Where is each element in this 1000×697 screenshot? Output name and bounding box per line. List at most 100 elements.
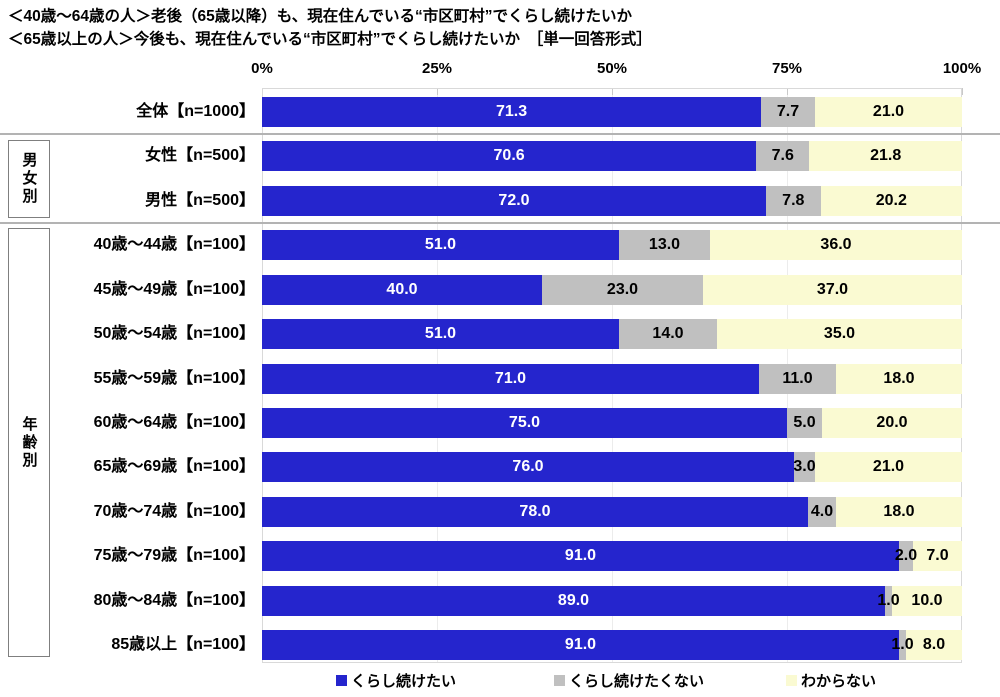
value-label: 70.6 xyxy=(493,147,525,164)
stacked-bar: 70.6 7.6 21.8 xyxy=(262,141,962,171)
table-row: 65歳～69歳【n=100】 76.0 3.0 21.0 xyxy=(0,452,1000,482)
row-label: 80歳～84歳【n=100】 xyxy=(93,592,255,609)
bar-segment-unknown: 10.0 xyxy=(892,586,962,616)
group-divider-bottom xyxy=(0,222,1000,224)
bar-segment-not-stay: 13.0 xyxy=(619,230,710,260)
value-label: 7.8 xyxy=(782,192,805,209)
table-row: 女性【n=500】 70.6 7.6 21.8 xyxy=(0,141,1000,171)
value-label: 37.0 xyxy=(816,281,849,298)
bar-segment-unknown: 21.8 xyxy=(809,141,962,171)
value-label: 8.0 xyxy=(922,636,946,653)
value-label: 76.0 xyxy=(512,458,544,475)
row-label: 65歳～69歳【n=100】 xyxy=(93,458,255,475)
bar-segment-unknown: 20.2 xyxy=(820,186,962,216)
table-row: 70歳～74歳【n=100】 78.0 4.0 18.0 xyxy=(0,497,1000,527)
legend-label: くらし続けたくない xyxy=(569,672,705,690)
table-row: 75歳～79歳【n=100】 91.0 2.0 7.0 xyxy=(0,541,1000,571)
bar-segment-stay: 51.0 xyxy=(262,230,619,260)
bar-segment-not-stay: 4.0 xyxy=(808,497,836,527)
axis-tick xyxy=(787,88,788,95)
value-label: 71.3 xyxy=(495,103,528,120)
stacked-bar: 40.0 23.0 37.0 xyxy=(262,275,962,305)
group-label-gender: 男女別 xyxy=(20,152,38,206)
row-label: 45歳～49歳【n=100】 xyxy=(93,281,255,298)
value-label: 7.7 xyxy=(776,103,800,120)
value-label: 51.0 xyxy=(424,325,457,342)
axis-tick xyxy=(612,88,613,95)
value-label: 91.0 xyxy=(564,636,597,653)
row-label: 75歳～79歳【n=100】 xyxy=(93,547,255,564)
value-label: 20.2 xyxy=(875,192,907,209)
stacked-bar: 72.0 7.8 20.2 xyxy=(262,186,962,216)
value-label: 2.0 xyxy=(894,547,918,564)
value-label: 91.0 xyxy=(564,547,597,564)
group-box-age: 年齢別 xyxy=(8,228,50,657)
value-label: 35.0 xyxy=(823,325,856,342)
x-axis-tick-label: 100% xyxy=(942,60,982,77)
stacked-bar: 51.0 14.0 35.0 xyxy=(262,319,962,349)
value-label: 3.0 xyxy=(793,458,816,475)
axis-tick xyxy=(962,88,963,95)
stacked-bar: 75.0 5.0 20.0 xyxy=(262,408,962,438)
value-label: 5.0 xyxy=(793,414,816,431)
bar-segment-stay: 78.0 xyxy=(262,497,808,527)
bar-segment-stay: 51.0 xyxy=(262,319,619,349)
legend-item: わからない xyxy=(786,669,876,691)
bar-segment-stay: 40.0 xyxy=(262,275,542,305)
bar-segment-unknown: 18.0 xyxy=(836,364,962,394)
value-label: 1.0 xyxy=(891,636,914,653)
bar-segment-stay: 72.0 xyxy=(262,186,766,216)
x-axis-tick-label: 25% xyxy=(421,60,453,77)
row-label: 55歳～59歳【n=100】 xyxy=(93,370,255,387)
value-label: 72.0 xyxy=(498,192,530,209)
row-label: 40歳～44歳【n=100】 xyxy=(93,236,255,253)
value-label: 13.0 xyxy=(648,236,681,253)
chart-title-line2: ＜65歳以上の人＞今後も、現在住んでいる“市区町村”でくらし続けたいか ［単一回… xyxy=(8,31,652,48)
table-row: 55歳～59歳【n=100】 71.0 11.0 18.0 xyxy=(0,364,1000,394)
table-row: 男性【n=500】 72.0 7.8 20.2 xyxy=(0,186,1000,216)
table-row: 40歳～44歳【n=100】 51.0 13.0 36.0 xyxy=(0,230,1000,260)
value-label: 78.0 xyxy=(519,503,551,520)
value-label: 20.0 xyxy=(876,414,908,431)
value-label: 4.0 xyxy=(810,503,834,520)
bar-segment-unknown: 36.0 xyxy=(710,230,962,260)
chart-title-line1: ＜40歳～64歳の人＞老後（65歳以降）も、現在住んでいる“市区町村”でくらし続… xyxy=(8,8,632,25)
table-row: 60歳～64歳【n=100】 75.0 5.0 20.0 xyxy=(0,408,1000,438)
stacked-bar: 91.0 2.0 7.0 xyxy=(262,541,962,571)
row-label: 50歳～54歳【n=100】 xyxy=(93,325,255,342)
value-label: 36.0 xyxy=(820,236,852,253)
bar-segment-stay: 91.0 xyxy=(262,541,899,571)
bar-segment-not-stay: 7.6 xyxy=(756,141,810,171)
row-label: 男性【n=500】 xyxy=(145,192,255,209)
bar-segment-not-stay: 7.7 xyxy=(761,97,815,127)
stacked-bar: 71.0 11.0 18.0 xyxy=(262,364,962,394)
table-row: 80歳～84歳【n=100】 89.0 1.0 10.0 xyxy=(0,586,1000,616)
row-label: 85歳以上【n=100】 xyxy=(111,636,255,653)
value-label: 23.0 xyxy=(606,281,639,298)
value-label: 89.0 xyxy=(557,592,590,609)
group-box-gender: 男女別 xyxy=(8,140,50,218)
value-label: 75.0 xyxy=(508,414,541,431)
stacked-bar: 71.3 7.7 21.0 xyxy=(262,97,962,127)
value-label: 51.0 xyxy=(424,236,457,253)
bar-segment-not-stay: 14.0 xyxy=(619,319,717,349)
bar-segment-unknown: 18.0 xyxy=(836,497,962,527)
row-label: 60歳～64歳【n=100】 xyxy=(93,414,255,431)
table-row: 45歳～49歳【n=100】 40.0 23.0 37.0 xyxy=(0,275,1000,305)
table-row: 85歳以上【n=100】 91.0 1.0 8.0 xyxy=(0,630,1000,660)
legend-label: わからない xyxy=(801,672,877,690)
group-label-age: 年齢別 xyxy=(20,415,38,470)
bar-segment-stay: 89.0 xyxy=(262,586,885,616)
legend-label: くらし続けたい xyxy=(351,672,457,690)
stacked-bar: 51.0 13.0 36.0 xyxy=(262,230,962,260)
stacked-bar: 91.0 1.0 8.0 xyxy=(262,630,962,660)
bar-segment-not-stay: 5.0 xyxy=(787,408,822,438)
legend-item: くらし続けたい xyxy=(336,669,456,691)
row-label: 70歳～74歳【n=100】 xyxy=(93,503,255,520)
x-axis-tick-label: 75% xyxy=(771,60,803,77)
bar-segment-not-stay: 1.0 xyxy=(891,630,914,660)
value-label: 21.0 xyxy=(872,458,905,475)
bar-segment-stay: 75.0 xyxy=(262,408,787,438)
bar-segment-unknown: 35.0 xyxy=(717,319,962,349)
